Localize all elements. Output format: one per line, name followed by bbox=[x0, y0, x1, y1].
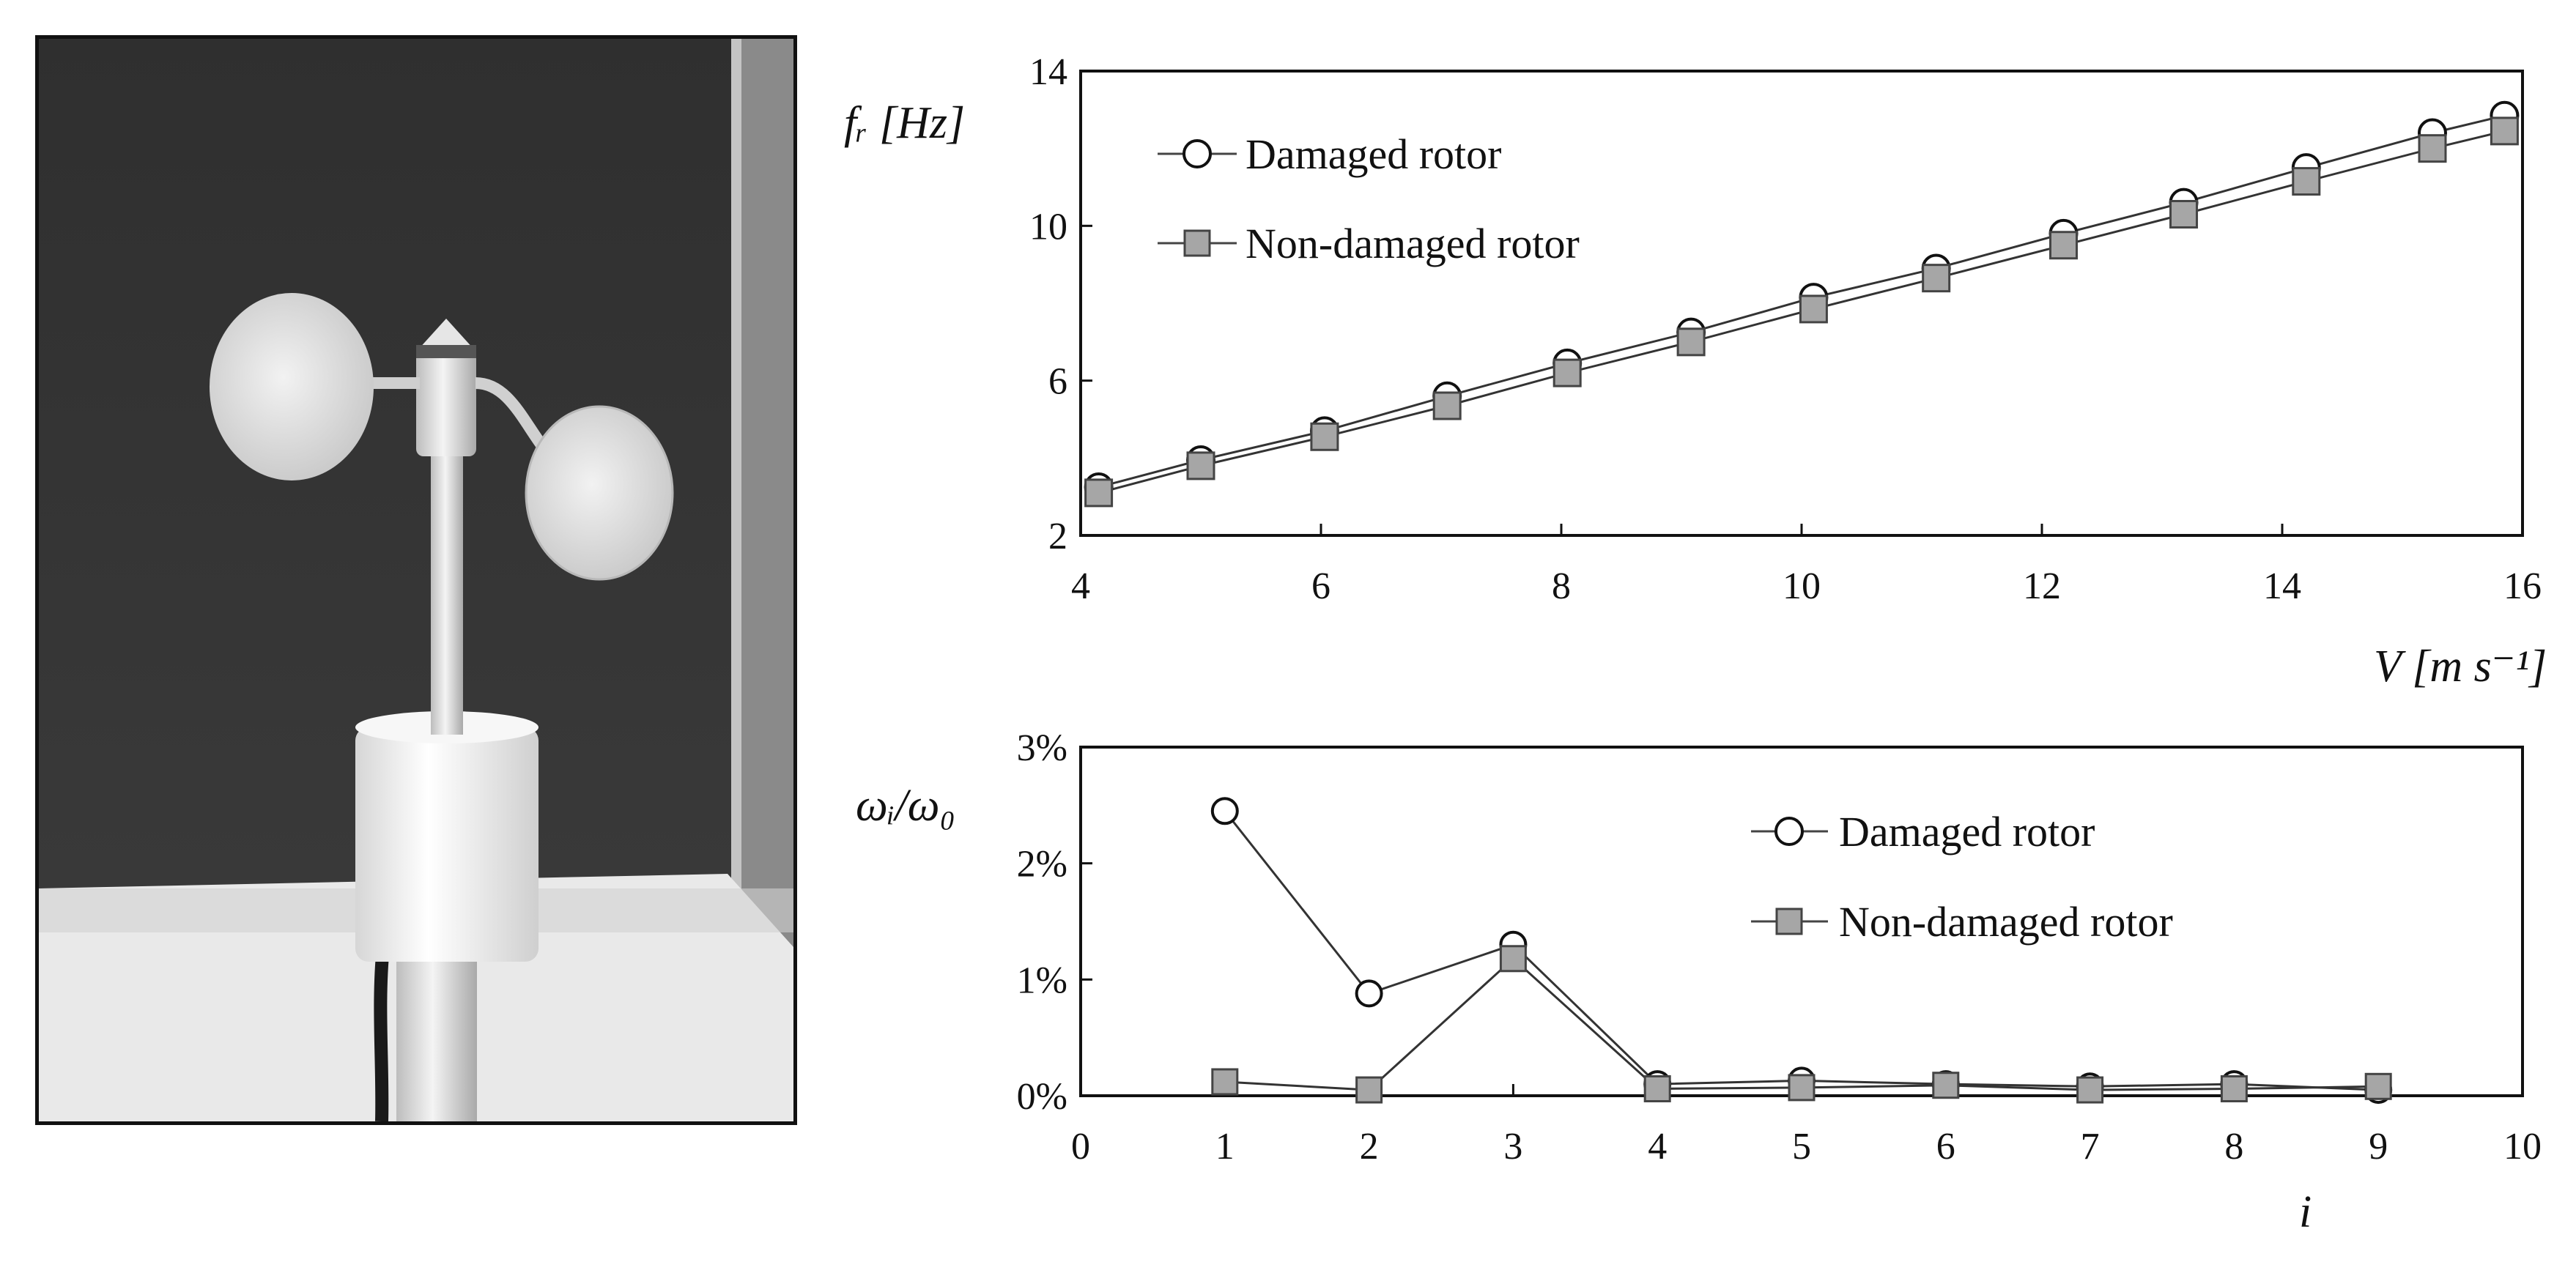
chart1-point-nondamaged bbox=[2292, 167, 2321, 196]
chart-frequency-vs-speed: 2 6 10 14 4 6 8 10 12 14 16 Damaged rotor Non-dam… bbox=[844, 51, 2547, 691]
chart2-x-axis-title: i bbox=[2299, 1187, 2312, 1237]
photo-wall-frame-right bbox=[739, 39, 793, 947]
chart1-y-tick-label: 14 bbox=[1029, 51, 1067, 93]
chart2-legend-label-damaged: Damaged rotor bbox=[1839, 808, 2095, 855]
chart1-legend: Damaged rotor Non-damaged rotor bbox=[1158, 130, 1580, 267]
chart2-point-damaged bbox=[1355, 979, 1383, 1008]
chart1-x-tick-label: 12 bbox=[2023, 565, 2061, 607]
chart1-x-axis-title: V [m s⁻¹] bbox=[2374, 642, 2547, 691]
chart2-y-axis-title: ωᵢ/ω₀ bbox=[856, 781, 955, 831]
chart2-point-nondamaged bbox=[1932, 1072, 1960, 1099]
chart2-x-tick-label: 8 bbox=[2224, 1126, 2243, 1168]
chart1-point-nondamaged bbox=[2169, 199, 2199, 229]
chart2-x-tick-label: 7 bbox=[2081, 1126, 2100, 1168]
chart2-x-tick-label: 5 bbox=[1792, 1126, 1811, 1168]
photo-hub-band bbox=[416, 345, 476, 358]
chart1-point-nondamaged bbox=[1922, 264, 1951, 293]
photo-cup-right-rim bbox=[525, 405, 674, 581]
chart2-y-tick-label: 1% bbox=[1017, 960, 1067, 1001]
chart1-legend-marker-damaged bbox=[1182, 139, 1212, 168]
photo-cup-left bbox=[210, 293, 374, 480]
chart2-point-nondamaged bbox=[2364, 1072, 2392, 1100]
chart1-point-nondamaged bbox=[2418, 134, 2447, 163]
chart1-point-nondamaged bbox=[2049, 231, 2079, 260]
chart1-x-tick-label: 10 bbox=[1783, 565, 1821, 607]
chart1-point-nondamaged bbox=[1186, 451, 1215, 480]
chart2-x-tick-label: 4 bbox=[1648, 1126, 1667, 1168]
chart2-point-damaged bbox=[1210, 797, 1239, 825]
chart1-point-nondamaged bbox=[1432, 391, 1462, 420]
chart2-legend-marker-damaged bbox=[1774, 817, 1804, 846]
chart2-point-nondamaged bbox=[1211, 1068, 1239, 1096]
chart2-y-tick-label: 3% bbox=[1017, 727, 1067, 769]
chart2-point-nondamaged bbox=[2076, 1076, 2104, 1104]
photo-arm-right bbox=[475, 377, 549, 453]
chart1-point-nondamaged bbox=[1310, 422, 1339, 451]
chart2-x-tick-label: 6 bbox=[1936, 1126, 1955, 1168]
chart1-point-nondamaged bbox=[1676, 327, 1706, 357]
chart1-legend-marker-nondamaged bbox=[1183, 229, 1211, 257]
chart2-x-tick-label: 3 bbox=[1503, 1126, 1522, 1168]
photo-wall-frame-edge bbox=[731, 39, 741, 940]
chart1-y-tick-label: 2 bbox=[1048, 516, 1067, 557]
chart1-y-tick-label: 6 bbox=[1048, 361, 1067, 403]
chart1-x-tick-label: 4 bbox=[1071, 565, 1090, 607]
chart1-y-axis-title: fᵣ [Hz] bbox=[844, 98, 965, 148]
chart2-legend-label-nondamaged: Non-damaged rotor bbox=[1839, 898, 2173, 946]
chart-relative-deviation: 0% 1% 2% 3% 0 1 2 3 4 5 6 7 8 9 10 Damaged rotor Non-… bbox=[856, 727, 2542, 1237]
chart2-y-tick-label: 0% bbox=[1017, 1076, 1067, 1118]
photo-lower-mount bbox=[396, 947, 477, 1121]
photo-hub bbox=[416, 346, 476, 456]
chart1-x-tick-label: 8 bbox=[1552, 565, 1571, 607]
photo-anemometer-body bbox=[355, 727, 538, 962]
chart2-point-nondamaged bbox=[1355, 1076, 1383, 1104]
chart2-legend: Damaged rotor Non-damaged rotor bbox=[1751, 808, 2173, 946]
chart1-legend-label-nondamaged: Non-damaged rotor bbox=[1246, 220, 1580, 267]
chart2-point-nondamaged bbox=[2220, 1074, 2248, 1102]
chart2-x-tick-label: 9 bbox=[2369, 1126, 2388, 1168]
chart2-point-nondamaged bbox=[1499, 945, 1527, 973]
chart2-x-tick-label: 1 bbox=[1215, 1126, 1235, 1168]
photo-cup-right bbox=[526, 407, 673, 579]
chart1-x-tick-label: 6 bbox=[1311, 565, 1330, 607]
chart2-x-tick-label: 2 bbox=[1360, 1126, 1379, 1168]
chart2-point-nondamaged bbox=[1643, 1074, 1671, 1102]
chart1-point-nondamaged bbox=[1552, 358, 1582, 387]
chart2-y-tick-label: 2% bbox=[1017, 844, 1067, 886]
chart1-point-nondamaged bbox=[1799, 294, 1828, 324]
chart2-legend-marker-nondamaged bbox=[1775, 907, 1803, 935]
chart1-x-tick-label: 16 bbox=[2503, 565, 2542, 607]
chart2-point-nondamaged bbox=[1788, 1074, 1816, 1102]
chart1-y-tick-label: 10 bbox=[1029, 206, 1067, 248]
photo-pole bbox=[431, 420, 463, 735]
chart2-x-tick-label: 10 bbox=[2503, 1126, 2542, 1168]
photo-hub-cap bbox=[418, 319, 474, 349]
chart2-x-tick-label: 0 bbox=[1071, 1126, 1090, 1168]
chart1-point-nondamaged bbox=[2490, 116, 2519, 146]
chart1-legend-label-damaged: Damaged rotor bbox=[1246, 130, 1501, 178]
photo-cable bbox=[374, 946, 390, 1121]
chart1-x-tick-label: 14 bbox=[2263, 565, 2301, 607]
chart1-point-nondamaged bbox=[1084, 478, 1114, 508]
anemometer-photo bbox=[35, 35, 797, 1125]
